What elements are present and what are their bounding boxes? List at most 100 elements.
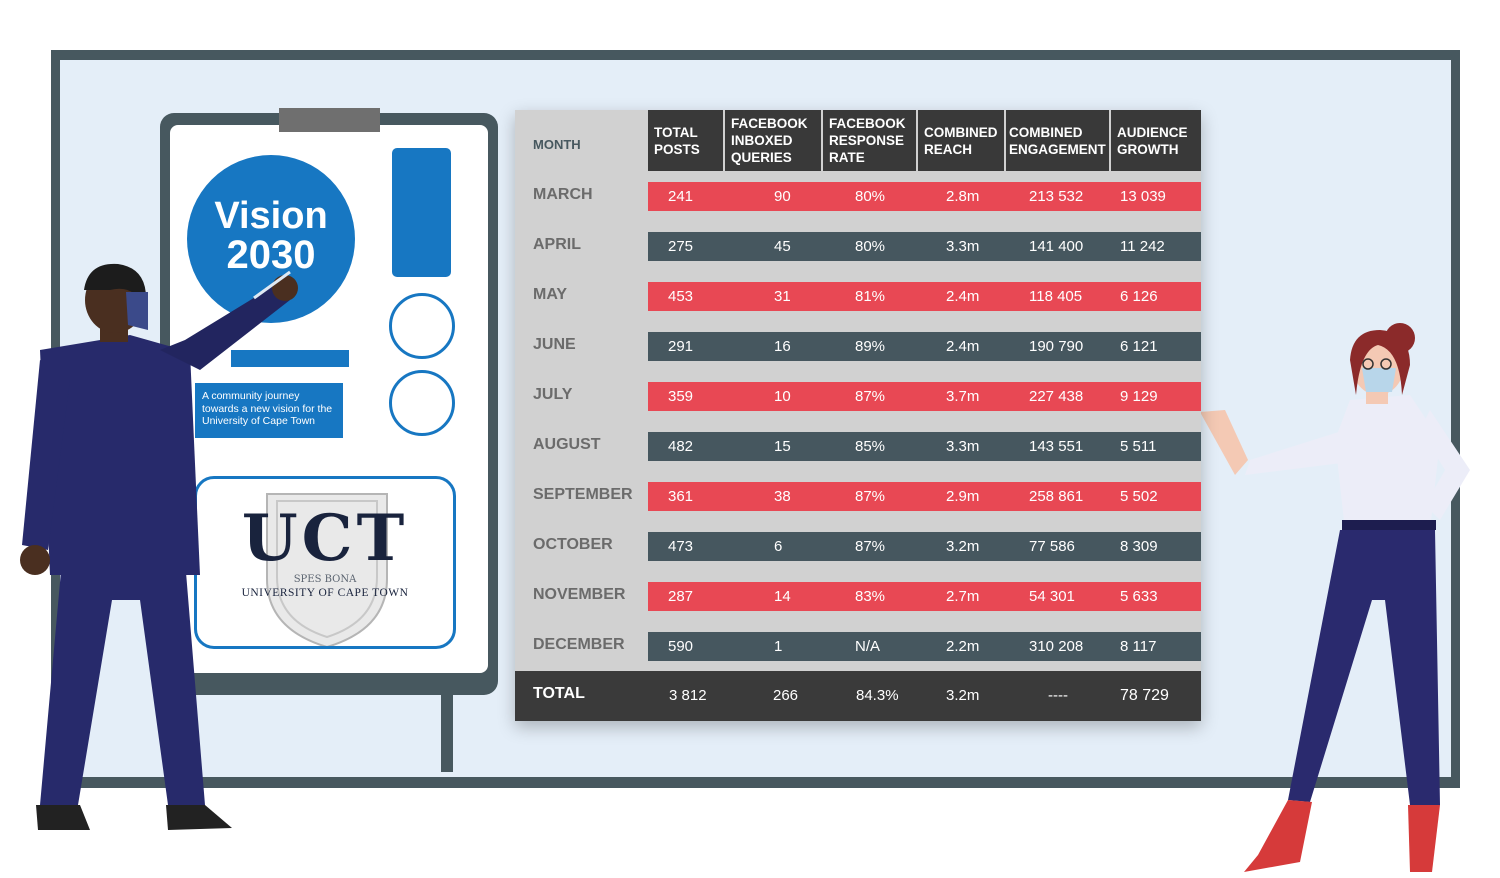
cell-engagement: 258 861: [1029, 488, 1084, 505]
total-engagement: ----: [1048, 687, 1068, 704]
uct-logo-letters: UCT: [241, 501, 409, 576]
cell-posts: 241: [668, 188, 694, 205]
month-label: NOVEMBER: [533, 586, 626, 603]
total-posts: 3 812: [669, 687, 707, 704]
header-line: REACH: [924, 141, 973, 157]
total-reach: 3.2m: [946, 687, 980, 704]
cell-posts: 453: [668, 288, 694, 305]
cell-queries: 38: [774, 488, 791, 505]
cell-rate: 87%: [855, 538, 886, 555]
month-label: MAY: [533, 286, 568, 303]
cell-posts: 287: [668, 588, 694, 605]
cell-growth: 5 511: [1120, 438, 1157, 455]
cell-growth: 8 117: [1120, 638, 1157, 655]
table-row: 291 16 89% 2.4m 190 790 6 121: [648, 332, 1201, 361]
cell-engagement: 190 790: [1029, 338, 1084, 355]
table-row: 287 14 83% 2.7m 54 301 5 633: [648, 582, 1201, 611]
cell-engagement: 310 208: [1029, 638, 1084, 655]
cell-rate: 85%: [855, 438, 886, 455]
social-media-stats-table: MONTH TOTAL POSTS FACEBOOK INBOXED QUERIES …: [515, 110, 1201, 721]
table-row: 473 6 87% 3.2m 77 586 8 309: [648, 532, 1201, 561]
cell-queries: 14: [774, 588, 791, 605]
cell-posts: 275: [668, 238, 694, 255]
cell-engagement: 77 586: [1029, 538, 1075, 555]
cell-reach: 2.9m: [946, 488, 980, 505]
total-queries: 266: [773, 687, 799, 704]
cell-growth: 13 039: [1120, 188, 1166, 205]
cell-engagement: 227 438: [1029, 388, 1084, 405]
total-response-rate: 84.3%: [856, 687, 899, 704]
cell-queries: 45: [774, 238, 791, 255]
header-line: RESPONSE: [829, 133, 905, 148]
cell-queries: 1: [774, 638, 783, 655]
table-row: 275 45 80% 3.3m 141 400 11 242: [648, 232, 1201, 261]
cell-engagement: 141 400: [1029, 238, 1084, 255]
easel-leg: [441, 690, 453, 772]
month-label: JUNE: [533, 336, 576, 353]
cell-queries: 10: [774, 388, 791, 405]
poster-blue-block: [392, 148, 451, 277]
cell-growth: 6 126: [1120, 288, 1158, 305]
cell-reach: 3.2m: [946, 538, 980, 555]
cell-rate: 80%: [855, 238, 886, 255]
header-combined-engagement: COMBINED ENGAGEMENT: [1006, 110, 1111, 171]
total-audience-growth: 78 729: [1120, 687, 1169, 704]
cell-posts: 361: [668, 488, 694, 505]
cell-rate: 89%: [855, 338, 886, 355]
table-row: 361 38 87% 2.9m 258 861 5 502: [648, 482, 1201, 511]
cell-reach: 2.2m: [946, 638, 980, 655]
poster-blue-bar: [231, 350, 349, 367]
month-column-header: MONTH: [533, 137, 581, 152]
tagline-line: towards a new vision for the: [202, 402, 333, 415]
table-header-row: TOTAL POSTS FACEBOOK INBOXED QUERIES FACEBO…: [648, 110, 1201, 171]
cell-reach: 2.4m: [946, 338, 980, 355]
header-line: ENGAGEMENT: [1009, 141, 1106, 157]
header-line: QUERIES: [731, 150, 792, 165]
cell-growth: 6 121: [1120, 338, 1158, 355]
cell-posts: 359: [668, 388, 694, 405]
header-line: POSTS: [654, 141, 700, 157]
month-label: AUGUST: [533, 436, 601, 453]
header-audience-growth: AUDIENCE GROWTH: [1111, 110, 1201, 171]
cell-queries: 90: [774, 188, 791, 205]
cell-reach: 2.8m: [946, 188, 980, 205]
uct-logo-card: UCT SPES BONA UNIVERSITY OF CAPE TOWN: [194, 476, 456, 649]
cell-reach: 2.4m: [946, 288, 980, 305]
month-label: OCTOBER: [533, 536, 613, 553]
cell-rate: N/A: [855, 638, 881, 655]
university-name: UNIVERSITY OF CAPE TOWN: [241, 587, 409, 599]
cell-queries: 16: [774, 338, 791, 355]
month-label: APRIL: [533, 236, 581, 253]
month-label: MARCH: [533, 186, 593, 203]
header-line: FACEBOOK: [829, 116, 906, 131]
header-line: COMBINED: [1009, 124, 1083, 140]
cell-growth: 8 309: [1120, 538, 1158, 555]
cell-rate: 87%: [855, 388, 886, 405]
cell-rate: 87%: [855, 488, 886, 505]
cell-engagement: 118 405: [1029, 288, 1083, 305]
month-label: JULY: [533, 386, 573, 403]
header-facebook-inboxed-queries: FACEBOOK INBOXED QUERIES: [725, 110, 823, 171]
cell-growth: 11 242: [1120, 238, 1165, 255]
cell-posts: 291: [668, 338, 694, 355]
easel-clip: [279, 108, 380, 132]
cell-reach: 3.3m: [946, 438, 980, 455]
cell-queries: 15: [774, 438, 791, 455]
header-line: TOTAL: [654, 124, 698, 140]
cell-engagement: 143 551: [1029, 438, 1084, 455]
cell-growth: 5 633: [1120, 588, 1158, 605]
tagline-line: University of Cape Town: [202, 415, 316, 427]
month-label: SEPTEMBER: [533, 486, 633, 503]
cell-engagement: 213 532: [1029, 188, 1084, 205]
vision-2030-badge: Vision 2030: [187, 155, 355, 323]
uct-motto: SPES BONA: [293, 574, 357, 585]
table-row: 359 10 87% 3.7m 227 438 9 129: [648, 382, 1201, 411]
cell-reach: 3.7m: [946, 388, 980, 405]
cell-posts: 590: [668, 638, 694, 655]
header-total-posts: TOTAL POSTS: [648, 110, 725, 171]
cell-rate: 83%: [855, 588, 886, 605]
header-facebook-response-rate: FACEBOOK RESPONSE RATE: [823, 110, 918, 171]
cell-engagement: 54 301: [1029, 588, 1075, 605]
header-line: RATE: [829, 150, 865, 165]
header-line: AUDIENCE: [1117, 124, 1188, 140]
